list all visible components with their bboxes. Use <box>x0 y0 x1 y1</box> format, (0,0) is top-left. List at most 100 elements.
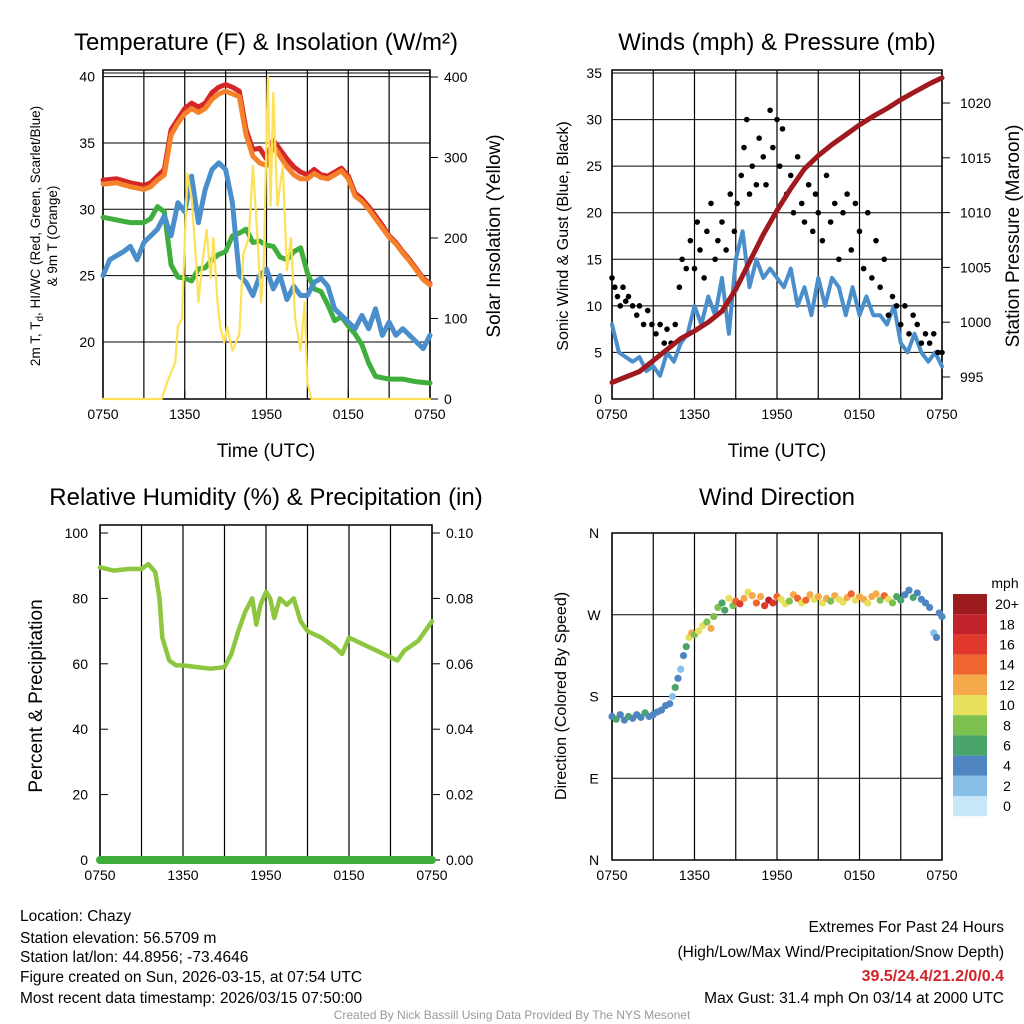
wind-direction-point <box>677 665 685 673</box>
y-axis-label: Direction (Colored By Speed) <box>553 592 570 800</box>
series-line-9m-t <box>100 88 433 288</box>
extremes-legend: (High/Low/Max Wind/Precipitation/Snow De… <box>678 944 1005 961</box>
colorbar-label: 12 <box>999 677 1015 693</box>
gust-point <box>840 209 846 216</box>
gust-point <box>877 284 883 291</box>
y-tick-label: 20 <box>72 787 88 803</box>
y-right-tick-label: 400 <box>444 69 468 85</box>
colorbar-label: 10 <box>999 697 1015 713</box>
colorbar-swatch <box>953 634 987 655</box>
humidity-precipitation-chart: 0 20 40 60 80 100 0.00 0.02 0.04 0.06 0.08 0.10 0750… <box>26 484 483 883</box>
wind-direction-point <box>888 599 897 607</box>
gust-point <box>852 200 859 207</box>
gust-point <box>935 349 941 356</box>
wind-direction-point <box>761 602 769 610</box>
gust-point <box>657 321 663 328</box>
y-right-tick-label: 995 <box>960 369 984 385</box>
series-line-td <box>100 204 433 386</box>
y-axis-label-part: d <box>35 316 46 322</box>
y-tick-label: 30 <box>79 201 95 217</box>
colorbar-swatch <box>953 755 987 776</box>
gust-point <box>620 284 626 291</box>
gust-point <box>889 293 896 300</box>
extremes-title: Extremes For Past 24 Hours <box>808 919 1004 936</box>
y-tick-label: 80 <box>72 590 88 606</box>
created-text: Figure created on Sun, 2026-03-15, at 07… <box>20 969 362 986</box>
y-tick-label: E <box>589 770 598 786</box>
y-tick-label: 5 <box>594 344 602 360</box>
gust-point <box>902 303 908 309</box>
wind-direction-point <box>674 674 682 682</box>
x-tick-label: 1350 <box>169 406 200 422</box>
gust-point <box>869 275 875 281</box>
y-right-tick-label: 1005 <box>960 259 991 275</box>
y-right-tick-label: 0.04 <box>446 721 473 737</box>
y-tick-label: 15 <box>586 251 602 267</box>
gust-point <box>836 256 842 263</box>
colorbar-swatch <box>953 715 987 736</box>
gust-point <box>617 303 624 309</box>
series-line-solar-insolation <box>101 75 432 401</box>
gust-point <box>683 265 690 272</box>
chart-title: Wind Direction <box>699 484 855 511</box>
gust-point <box>779 126 786 132</box>
gust-point <box>860 265 867 272</box>
gust-point <box>611 284 618 291</box>
y-right-axis-label: Solar Insolation (Yellow) <box>484 134 505 337</box>
gust-point <box>738 172 745 179</box>
y-right-tick-label: 1010 <box>960 205 991 221</box>
gust-point <box>727 191 734 197</box>
latlon-text: Station lat/lon: 44.8956; -73.4646 <box>20 949 248 966</box>
gust-point <box>844 191 850 197</box>
y-tick-label: N <box>589 852 599 868</box>
y-tick-label: 20 <box>586 205 602 221</box>
gust-point <box>715 237 721 244</box>
x-tick-label: 0150 <box>333 406 364 422</box>
gust-point <box>664 326 670 332</box>
y-axis-label: 2m T, Td, HI/WC (Red, Green, Scarlet/Blu… <box>28 106 46 366</box>
gust-point <box>609 275 615 281</box>
gust-point <box>633 312 640 318</box>
wind-direction-point <box>668 692 677 701</box>
gust-point <box>815 209 822 216</box>
y-right-axis-label: Station Pressure (Maroon) <box>1003 125 1024 348</box>
y-axis-label-line2: & 9m T (Orange) <box>45 186 60 287</box>
gust-point <box>753 181 760 188</box>
gust-point <box>708 200 714 207</box>
y-tick-label: 0 <box>80 852 88 868</box>
gust-point <box>625 293 632 300</box>
gust-point <box>731 228 738 235</box>
wind-direction-point <box>748 592 756 600</box>
series-line-hi-wc <box>100 160 433 352</box>
y-right-tick-label: 300 <box>444 150 468 166</box>
y-right-tick-label: 0.10 <box>446 525 473 541</box>
y-axis-label: Sonic Wind & Gust (Blue, Black) <box>555 121 572 350</box>
gust-point <box>794 154 801 160</box>
x-tick-label: 1950 <box>761 867 792 883</box>
wind-direction-point <box>710 612 718 621</box>
wind-direction-point <box>827 597 835 605</box>
wind-direction-point <box>616 711 624 719</box>
gust-point <box>881 256 888 263</box>
colorbar-swatch <box>953 695 987 716</box>
wind-direction-point <box>932 633 941 642</box>
y-tick-label: 40 <box>79 69 95 85</box>
gust-point <box>719 219 725 225</box>
chart-title: Temperature (F) & Insolation (W/m²) <box>74 29 458 56</box>
wind-direction-point <box>752 599 760 607</box>
y-right-tick-label: 0.02 <box>446 787 473 803</box>
colorbar-swatch <box>953 735 987 756</box>
wind-direction-point <box>913 589 921 597</box>
y-axis-label-part: , HI/WC (Red, Green, Scarlet/Blue) <box>28 106 43 316</box>
gust-point <box>848 247 855 253</box>
gust-point <box>743 116 750 123</box>
gust-point <box>653 331 659 337</box>
x-tick-label: 1950 <box>761 406 792 422</box>
gust-point <box>864 209 871 216</box>
gust-point <box>763 181 769 188</box>
credit-text: Created By Nick Bassill Using Data Provi… <box>334 1008 691 1022</box>
wind-direction-point <box>938 612 946 621</box>
colorbar-swatch <box>953 674 987 695</box>
